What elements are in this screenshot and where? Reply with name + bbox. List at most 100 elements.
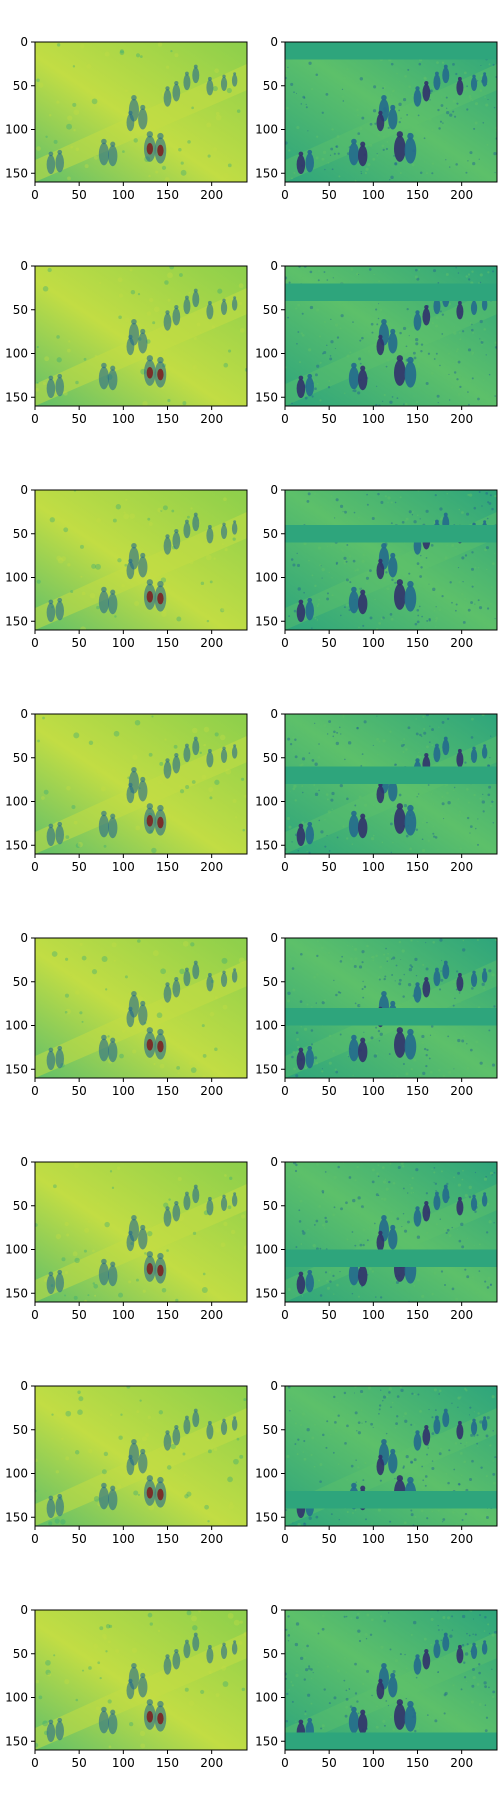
y-tick-label: 150: [255, 1510, 278, 1524]
heatmap-panel-r6-c1: 0 50 100 150 200 0 50 100 150: [5, 1155, 248, 1322]
heatmap-image: [35, 42, 247, 182]
x-tick-label: 100: [112, 1084, 135, 1098]
y-tick-label: 150: [255, 838, 278, 852]
y-tick-label: 100: [255, 1019, 278, 1033]
y-tick-label: 50: [263, 751, 278, 765]
heatmap-panel-r1-c2: 0 50 100 150 200 0 50 100 150: [255, 35, 498, 202]
y-tick-label: 100: [5, 795, 28, 809]
x-tick-label: 50: [322, 412, 337, 426]
x-tick-label: 100: [112, 636, 135, 650]
axes-frame: [34, 265, 248, 407]
x-tick-label: 200: [200, 188, 223, 202]
y-tick-label: 100: [255, 347, 278, 361]
heatmap-panel-r3-c2: 0 50 100 150 200 0 50 100 150: [255, 483, 498, 650]
heatmap-image: [35, 938, 247, 1078]
x-tick-label: 200: [200, 860, 223, 874]
x-tick-label: 100: [112, 860, 135, 874]
x-tick-label: 0: [31, 188, 39, 202]
y-tick-label: 150: [5, 1734, 28, 1748]
heatmap-image: [35, 714, 247, 854]
axes-frame: [284, 265, 498, 407]
axes-frame: [34, 937, 248, 1079]
y-tick-label: 50: [263, 975, 278, 989]
x-tick-label: 100: [112, 1756, 135, 1770]
x-tick-label: 0: [281, 1756, 289, 1770]
heatmap-image: [285, 938, 497, 1078]
axes-frame: [284, 489, 498, 631]
x-tick-label: 50: [322, 636, 337, 650]
y-tick-label: 0: [20, 707, 28, 721]
x-tick-label: 50: [72, 860, 87, 874]
x-tick-label: 150: [406, 636, 429, 650]
x-tick-label: 150: [406, 188, 429, 202]
axes-frame: [34, 713, 248, 855]
x-tick-label: 150: [156, 1532, 179, 1546]
heatmap-panel-r4-c2: 0 50 100 150 200 0 50 100 150: [255, 707, 498, 874]
heatmap-panel-r5-c1: 0 50 100 150 200 0 50 100 150: [5, 931, 248, 1098]
y-tick-label: 150: [5, 1510, 28, 1524]
x-tick-label: 0: [31, 636, 39, 650]
heatmap-image: [285, 1162, 497, 1302]
axes-frame: [284, 937, 498, 1079]
heatmap-panel-r8-c2: 0 50 100 150 200 0 50 100 150: [255, 1603, 498, 1770]
heatmap-image: [35, 490, 247, 630]
x-tick-label: 200: [450, 1084, 473, 1098]
x-tick-label: 200: [450, 1756, 473, 1770]
y-tick-label: 150: [5, 838, 28, 852]
y-tick-label: 0: [270, 1155, 278, 1169]
x-tick-label: 150: [406, 1532, 429, 1546]
y-tick-label: 0: [270, 259, 278, 273]
x-tick-label: 100: [112, 1532, 135, 1546]
x-tick-label: 0: [281, 1532, 289, 1546]
y-tick-label: 0: [270, 483, 278, 497]
axes-frame: [284, 1161, 498, 1303]
y-tick-label: 50: [263, 79, 278, 93]
x-tick-label: 150: [406, 860, 429, 874]
x-tick-label: 100: [112, 412, 135, 426]
x-tick-label: 100: [362, 636, 385, 650]
y-tick-label: 0: [270, 931, 278, 945]
heatmap-panel-r4-c1: 0 50 100 150 200 0 50 100 150: [5, 707, 248, 874]
x-tick-label: 0: [281, 188, 289, 202]
heatmap-image: [35, 1162, 247, 1302]
heatmap-image: [285, 1610, 497, 1750]
x-tick-label: 200: [200, 1308, 223, 1322]
y-tick-label: 100: [5, 1467, 28, 1481]
y-tick-label: 100: [5, 1243, 28, 1257]
masked-band: [285, 525, 497, 543]
y-tick-label: 0: [20, 1379, 28, 1393]
y-tick-label: 0: [20, 931, 28, 945]
y-tick-label: 50: [263, 1647, 278, 1661]
x-tick-label: 0: [281, 860, 289, 874]
heatmap-panel-r6-c2: 0 50 100 150 200 0 50 100 150: [255, 1155, 498, 1322]
masked-band: [285, 42, 497, 60]
axes-frame: [34, 489, 248, 631]
x-tick-label: 200: [200, 1532, 223, 1546]
heatmap-image: [285, 42, 497, 182]
heatmap-panel-r2-c1: 0 50 100 150 200 0 50 100 150: [5, 259, 248, 426]
y-tick-label: 50: [13, 1199, 28, 1213]
y-tick-label: 0: [270, 1603, 278, 1617]
y-tick-label: 100: [5, 347, 28, 361]
y-tick-label: 150: [255, 614, 278, 628]
x-tick-label: 150: [406, 412, 429, 426]
x-tick-label: 200: [200, 1756, 223, 1770]
y-tick-label: 0: [20, 1603, 28, 1617]
y-tick-label: 100: [5, 571, 28, 585]
x-tick-label: 150: [156, 412, 179, 426]
y-tick-label: 0: [270, 707, 278, 721]
y-tick-label: 100: [255, 1467, 278, 1481]
heatmap-panel-r1-c1: 0 50 100 150 200 0 50 100 150: [5, 35, 248, 202]
y-tick-label: 150: [5, 1286, 28, 1300]
y-tick-label: 50: [13, 1647, 28, 1661]
y-tick-label: 0: [20, 259, 28, 273]
masked-band: [285, 1249, 497, 1267]
y-tick-label: 150: [5, 166, 28, 180]
axes-frame: [34, 1161, 248, 1303]
x-tick-label: 150: [156, 1756, 179, 1770]
y-tick-label: 150: [5, 390, 28, 404]
x-tick-label: 0: [31, 412, 39, 426]
y-tick-label: 100: [5, 1019, 28, 1033]
x-tick-label: 50: [72, 1532, 87, 1546]
